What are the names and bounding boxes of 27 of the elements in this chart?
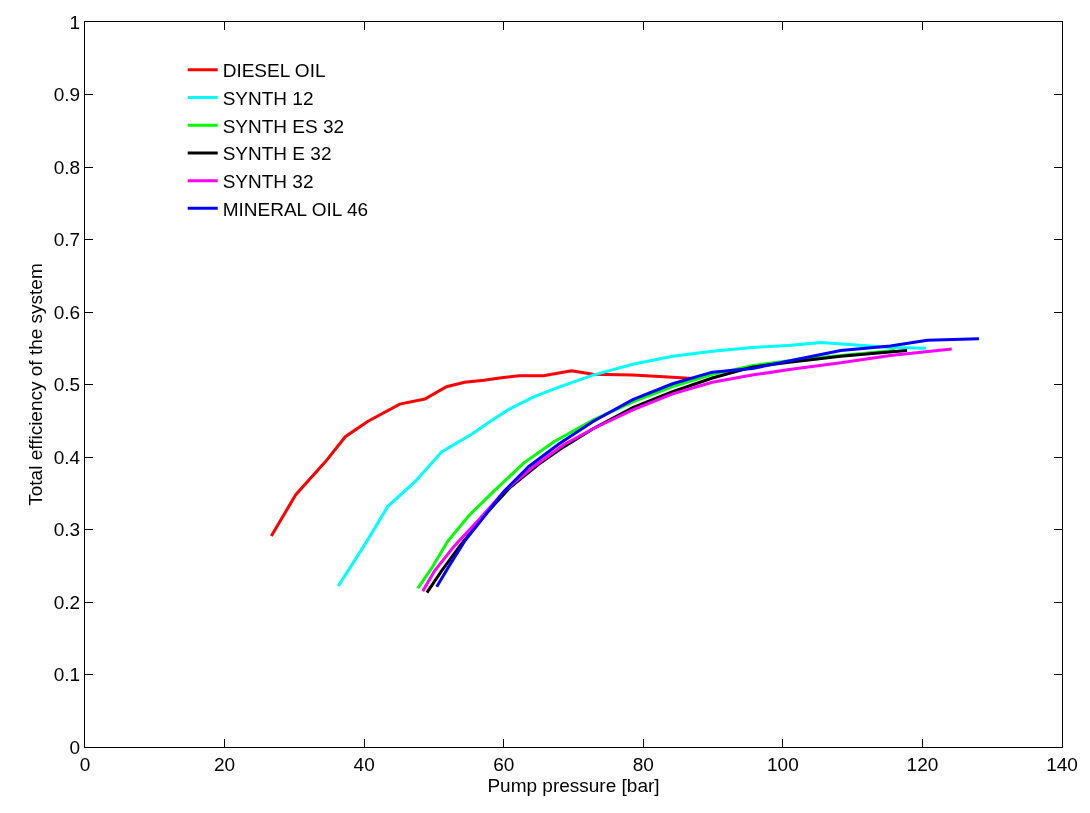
legend-label: SYNTH E 32 [222,143,332,165]
y-tick-label: 0.9 [53,84,81,106]
y-tick-label: 0.2 [53,591,81,613]
x-tick-label: 20 [214,753,236,775]
x-tick-label: 140 [1046,753,1078,775]
line-series [336,340,928,588]
y-axis-title: Total efficiency of the system [24,263,46,506]
x-tick-label: 100 [767,753,799,775]
legend-label: SYNTH 32 [222,171,314,193]
y-tick-label: 0 [69,736,81,758]
y-tick-label: 1 [69,11,81,33]
x-tick-label: 80 [632,753,654,775]
x-tick-label: 120 [906,753,939,775]
legend-label: MINERAL OIL 46 [222,198,369,220]
x-tick-label: 40 [353,753,375,775]
x-tick-label: 60 [493,753,515,775]
x-axis-title: Pump pressure [bar] [487,774,660,796]
y-tick-label: 0.3 [53,519,81,541]
y-tick-label: 0.4 [53,446,81,468]
y-tick-label: 0.1 [53,664,81,686]
y-tick-label: 0.8 [53,156,81,178]
y-tick-label: 0.7 [53,229,81,251]
legend-label: SYNTH 12 [222,87,314,109]
y-tick-label: 0.6 [53,301,81,323]
legend-label: DIESEL OIL [222,60,326,82]
legend-label: SYNTH ES 32 [222,115,345,137]
y-tick-label: 0.5 [53,374,81,396]
